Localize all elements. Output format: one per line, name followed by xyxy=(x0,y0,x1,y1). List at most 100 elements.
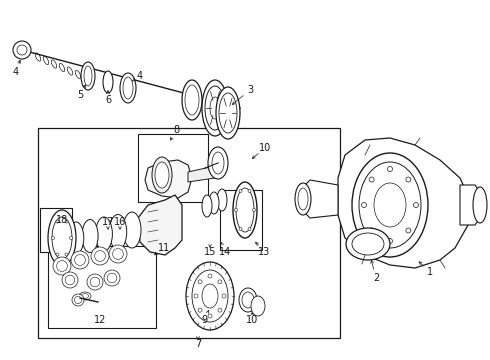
Ellipse shape xyxy=(295,183,311,215)
Circle shape xyxy=(414,202,418,207)
Ellipse shape xyxy=(72,294,84,306)
Text: 12: 12 xyxy=(94,315,106,325)
Circle shape xyxy=(406,177,411,182)
Ellipse shape xyxy=(87,274,103,290)
Circle shape xyxy=(70,237,73,239)
Ellipse shape xyxy=(67,67,73,75)
Ellipse shape xyxy=(251,296,265,316)
Text: 4: 4 xyxy=(137,71,143,81)
Ellipse shape xyxy=(192,270,228,322)
Ellipse shape xyxy=(205,86,225,130)
Bar xyxy=(38,128,340,338)
Ellipse shape xyxy=(473,187,487,223)
Text: 3: 3 xyxy=(247,85,253,95)
Circle shape xyxy=(239,189,242,193)
Ellipse shape xyxy=(95,251,105,261)
Ellipse shape xyxy=(82,220,98,252)
Ellipse shape xyxy=(79,292,91,300)
Circle shape xyxy=(51,237,54,239)
Circle shape xyxy=(218,308,222,312)
Ellipse shape xyxy=(109,245,127,263)
Circle shape xyxy=(362,202,367,207)
Text: 8: 8 xyxy=(173,125,179,135)
Text: 17: 17 xyxy=(102,217,114,227)
Text: 7: 7 xyxy=(195,339,201,349)
Ellipse shape xyxy=(208,147,228,179)
Ellipse shape xyxy=(182,80,202,120)
Ellipse shape xyxy=(74,255,85,265)
Text: 11: 11 xyxy=(158,243,170,253)
Ellipse shape xyxy=(216,87,240,139)
Text: 18: 18 xyxy=(56,215,68,225)
Text: 4: 4 xyxy=(13,67,19,77)
Ellipse shape xyxy=(155,162,169,188)
Ellipse shape xyxy=(48,210,76,266)
Ellipse shape xyxy=(91,247,109,265)
Ellipse shape xyxy=(212,152,224,174)
Ellipse shape xyxy=(185,85,199,115)
Ellipse shape xyxy=(359,162,421,248)
Circle shape xyxy=(198,308,202,312)
Ellipse shape xyxy=(83,74,89,82)
Ellipse shape xyxy=(65,275,75,285)
Circle shape xyxy=(248,189,251,193)
Ellipse shape xyxy=(123,212,141,248)
Text: 1: 1 xyxy=(427,267,433,277)
Ellipse shape xyxy=(107,273,117,283)
Text: 9: 9 xyxy=(201,315,207,325)
Polygon shape xyxy=(460,185,480,225)
Circle shape xyxy=(198,280,202,284)
Circle shape xyxy=(406,228,411,233)
Circle shape xyxy=(65,220,68,223)
Ellipse shape xyxy=(57,261,68,271)
Text: 15: 15 xyxy=(204,247,216,257)
Bar xyxy=(48,246,156,328)
Ellipse shape xyxy=(352,153,428,257)
Polygon shape xyxy=(338,138,470,268)
Text: 10: 10 xyxy=(246,315,258,325)
Circle shape xyxy=(388,238,392,243)
Text: 13: 13 xyxy=(258,247,270,257)
Ellipse shape xyxy=(186,262,234,330)
Text: 5: 5 xyxy=(77,90,83,100)
Ellipse shape xyxy=(109,215,127,249)
Ellipse shape xyxy=(96,217,112,251)
Polygon shape xyxy=(145,160,192,198)
Ellipse shape xyxy=(75,71,81,78)
Ellipse shape xyxy=(346,228,390,260)
Ellipse shape xyxy=(81,294,89,298)
Circle shape xyxy=(56,220,59,223)
Circle shape xyxy=(235,208,238,211)
Ellipse shape xyxy=(202,195,212,217)
Ellipse shape xyxy=(52,217,72,259)
Ellipse shape xyxy=(120,73,136,103)
Ellipse shape xyxy=(202,80,228,136)
Polygon shape xyxy=(302,180,338,218)
Ellipse shape xyxy=(123,77,133,99)
Ellipse shape xyxy=(43,57,49,64)
Circle shape xyxy=(208,314,212,318)
Circle shape xyxy=(218,280,222,284)
Ellipse shape xyxy=(374,183,406,227)
Ellipse shape xyxy=(233,182,257,238)
Ellipse shape xyxy=(113,249,123,260)
Circle shape xyxy=(56,253,59,256)
Ellipse shape xyxy=(68,222,84,254)
Ellipse shape xyxy=(74,296,82,303)
Ellipse shape xyxy=(71,251,89,269)
Ellipse shape xyxy=(210,97,220,119)
Ellipse shape xyxy=(104,270,120,286)
Ellipse shape xyxy=(59,63,65,72)
Circle shape xyxy=(239,228,242,230)
Ellipse shape xyxy=(84,66,92,86)
Text: 6: 6 xyxy=(105,95,111,105)
Polygon shape xyxy=(138,195,182,255)
Ellipse shape xyxy=(209,192,219,214)
Circle shape xyxy=(388,166,392,171)
Polygon shape xyxy=(188,166,218,182)
Text: 2: 2 xyxy=(373,273,379,283)
Text: 14: 14 xyxy=(219,247,231,257)
Ellipse shape xyxy=(62,272,78,288)
Ellipse shape xyxy=(35,53,41,61)
Ellipse shape xyxy=(90,277,100,287)
